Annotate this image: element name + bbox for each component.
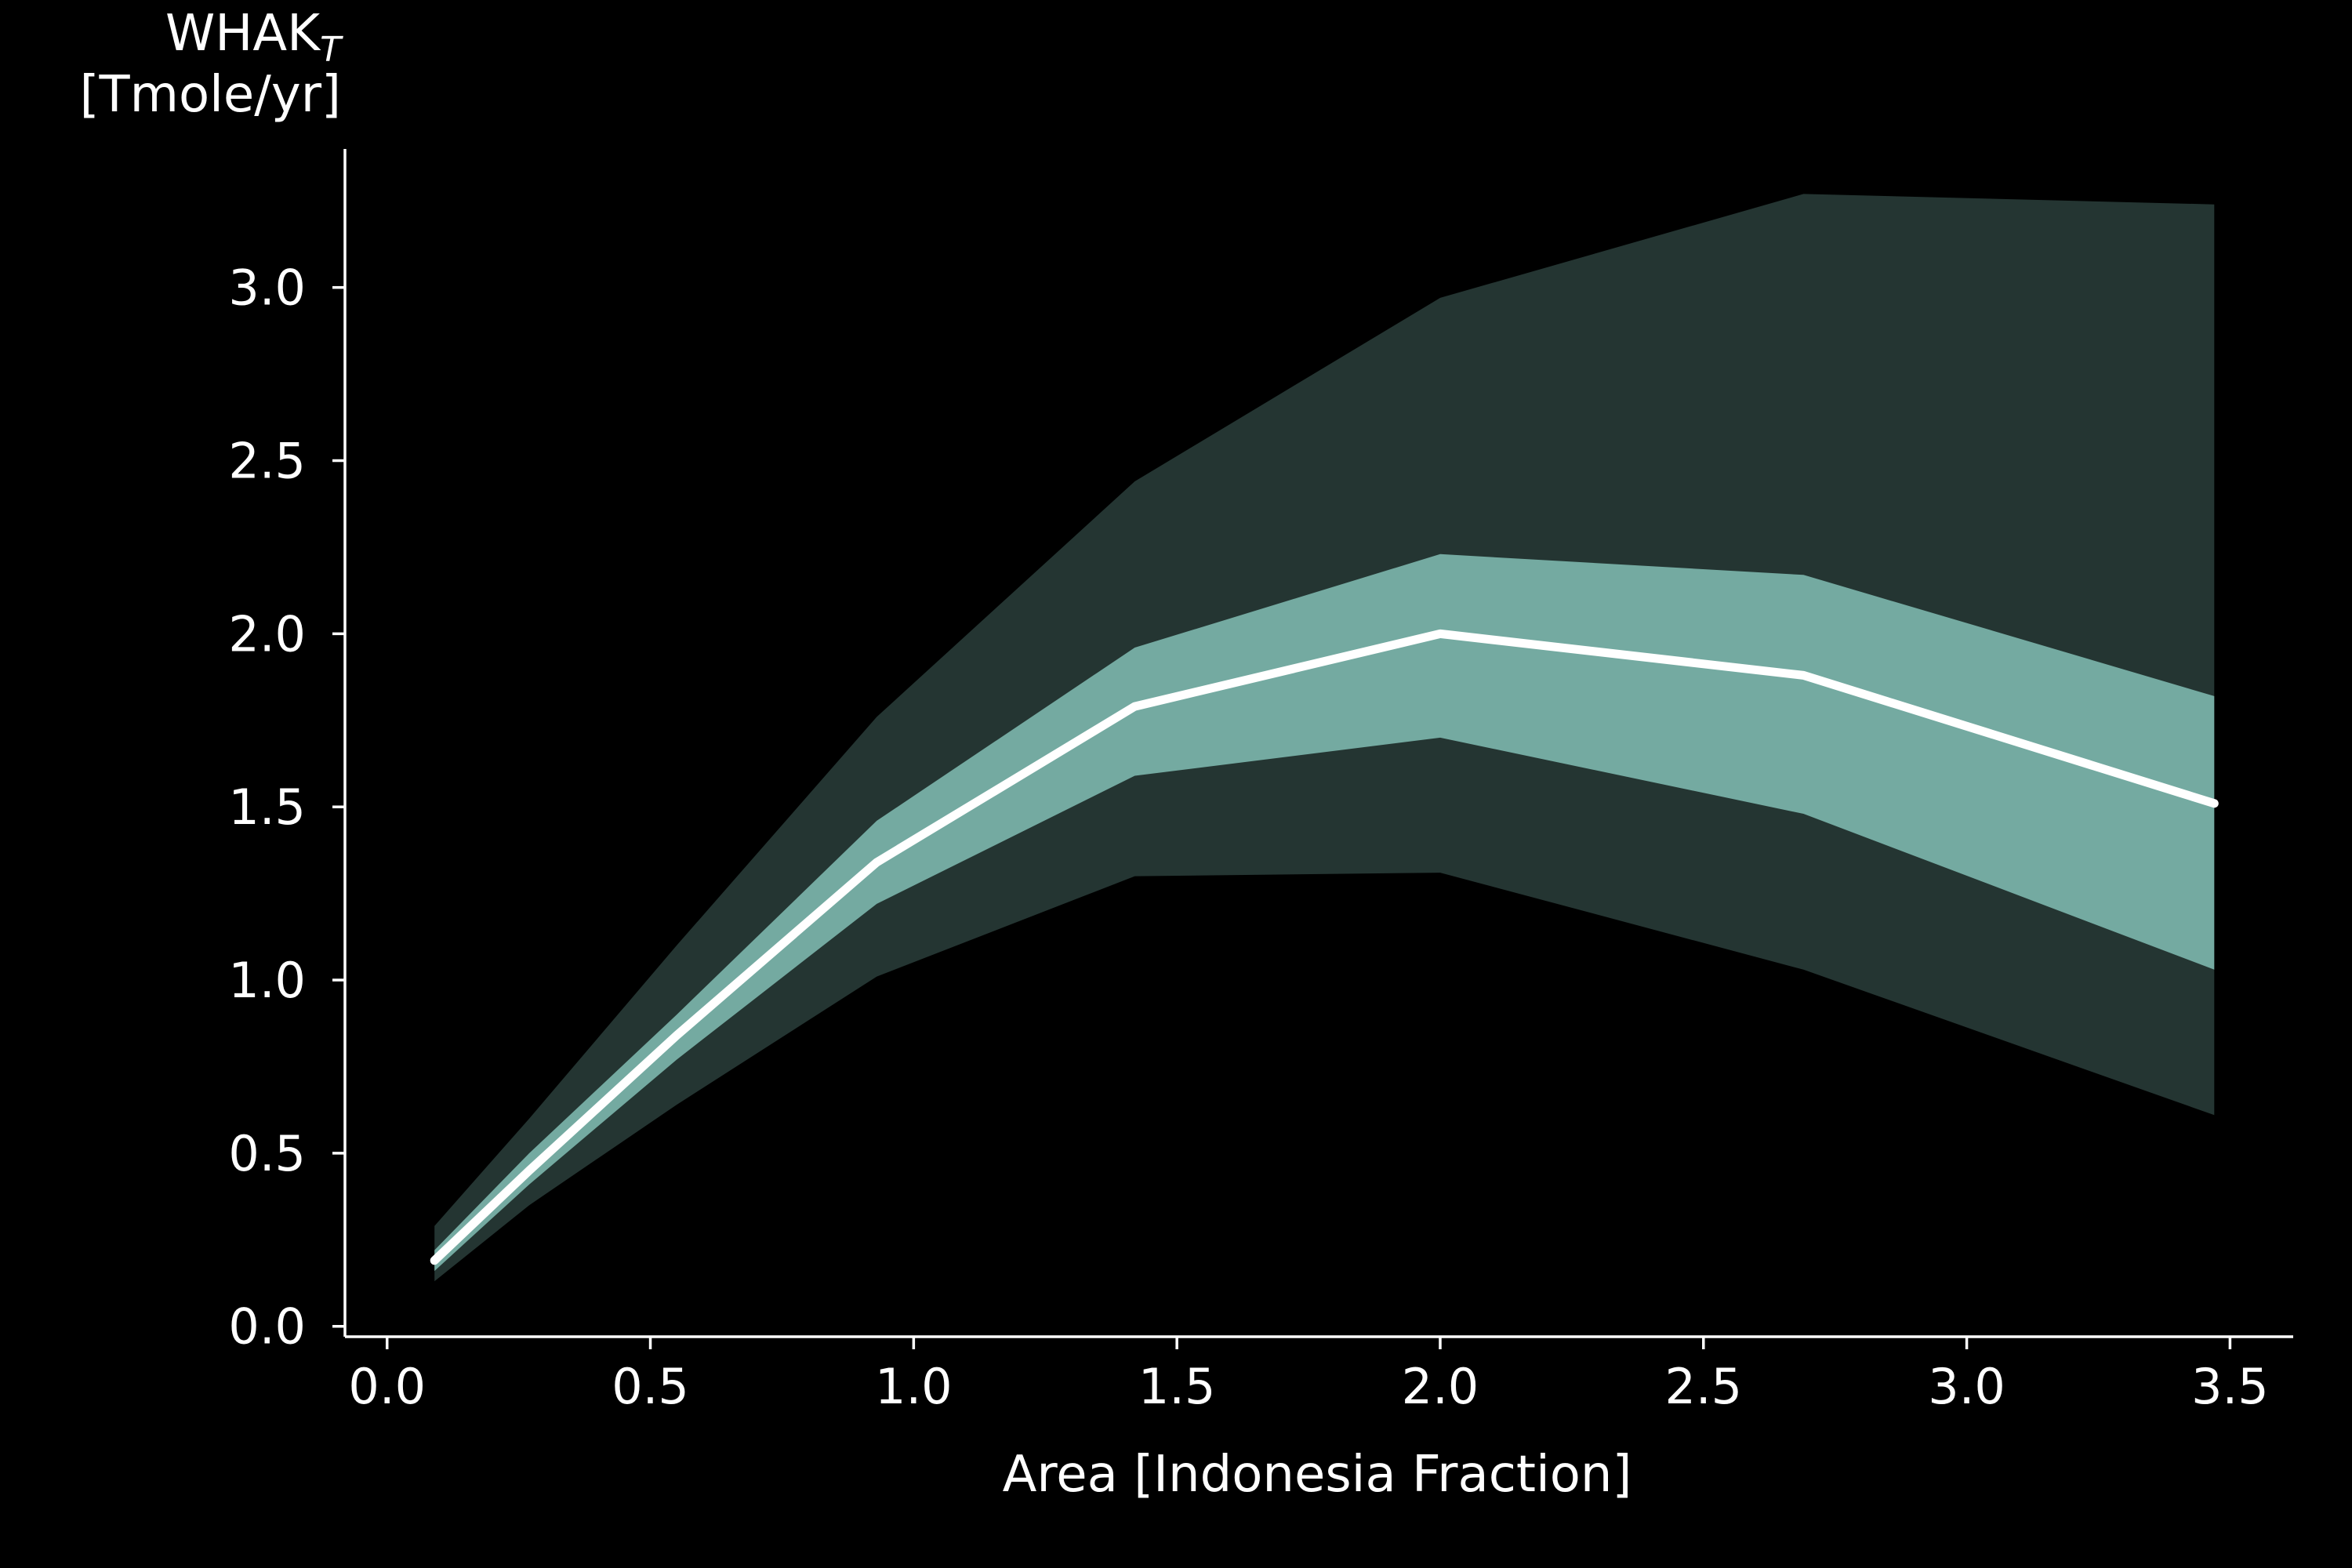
y-axis-units: [Tmole/yr] (80, 66, 341, 124)
y-tick-label: 3.0 (228, 260, 306, 317)
data-point (1439, 633, 1441, 635)
line-layer (430, 629, 2219, 1265)
y-axis-label-main: WHAK (165, 5, 321, 63)
x-tick-label: 0.0 (348, 1358, 426, 1415)
data-point (676, 1034, 678, 1036)
axes-layer: 0.0 0.5 1.0 1.5 2.0 2.5 3.0 3.5 0.0 0.5 1.0 1.5 2.0 2… (228, 149, 2293, 1415)
x-tick-label: 2.5 (1664, 1358, 1742, 1415)
series-line-0 (430, 629, 2219, 1265)
x-tick-label: 1.0 (875, 1358, 953, 1415)
x-tick-label: 0.5 (612, 1358, 689, 1415)
bands-layer (434, 194, 2215, 1282)
x-axis-label: Area [Indonesia Fraction] (1003, 1446, 1632, 1504)
inner-uncertainty-band (434, 554, 2215, 1272)
data-point (876, 861, 878, 863)
y-tick-label: 0.5 (228, 1125, 306, 1182)
data-point (528, 1170, 531, 1171)
data-point (1802, 674, 1805, 677)
x-tick-label: 1.5 (1138, 1358, 1216, 1415)
y-tick-label: 1.0 (228, 952, 306, 1009)
y-axis-label-subscript: T (320, 30, 343, 70)
data-point (2213, 802, 2216, 804)
y-tick-label: 0.0 (228, 1298, 306, 1356)
data-point (434, 1259, 436, 1261)
y-axis-label: WHAKT (165, 5, 343, 70)
y-tick-label: 2.5 (228, 433, 306, 490)
y-tick-label: 1.5 (228, 779, 306, 836)
labels-layer: Area [Indonesia Fraction] WHAKT [Tmole/y… (80, 5, 1632, 1504)
x-tick-label: 2.0 (1402, 1358, 1479, 1415)
x-tick-label: 3.0 (1928, 1358, 2005, 1415)
x-tick-label: 3.5 (2191, 1358, 2269, 1415)
data-point (1134, 706, 1136, 708)
y-tick-label: 2.0 (228, 605, 306, 662)
